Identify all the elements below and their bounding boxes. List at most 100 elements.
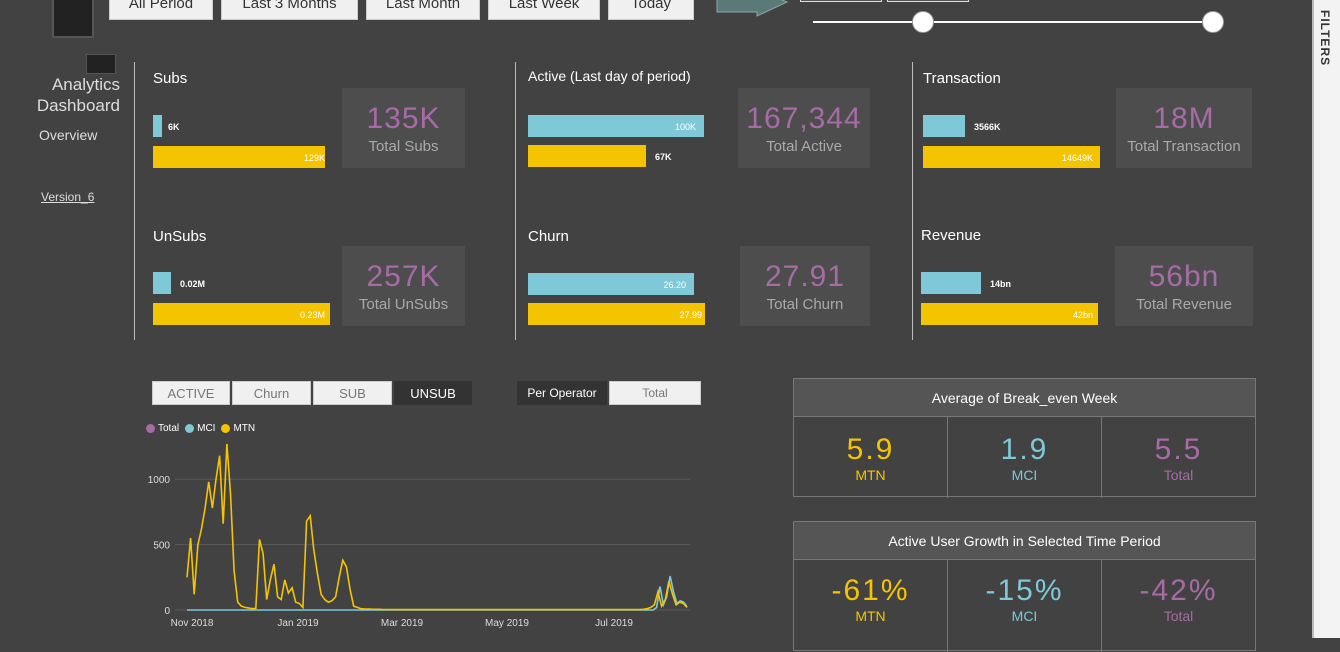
growth-total: -42% Total: [1102, 560, 1255, 652]
y-tick-label: 500: [153, 541, 170, 552]
revenue-mtn-bar: [921, 303, 1098, 325]
toggle-per-operator[interactable]: Per Operator: [517, 381, 607, 405]
transaction-mci-label: 3566K: [974, 122, 1001, 132]
nav-overview[interactable]: Overview: [39, 127, 98, 143]
break-even-mci-label: MCI: [1011, 466, 1038, 483]
date-end-box[interactable]: [887, 0, 969, 2]
active-mci-label: 100K: [674, 122, 696, 132]
churn-mtn-bar: [528, 303, 705, 325]
break-even-total-label: Total: [1163, 466, 1194, 483]
break-even-mtn-label: MTN: [855, 466, 886, 483]
total-revenue-value: 56bn: [1148, 259, 1220, 293]
total-revenue-caption: Total Revenue: [1136, 295, 1232, 313]
legend-total-dot: [146, 424, 155, 433]
active-mtn-bar: [528, 145, 646, 167]
growth-mtn-value: -61%: [831, 574, 910, 607]
transaction-mtn-bar: [923, 146, 1100, 168]
total-unsubs-value: 257K: [366, 259, 441, 293]
break-even-mtn: 5.9 MTN: [794, 417, 948, 498]
subs-mci-bar: [153, 115, 162, 137]
legend-mci: MCI: [197, 423, 216, 434]
dashboard-title: Analytics Dashboard: [20, 52, 120, 116]
total-subs-value: 135K: [366, 101, 441, 135]
revenue-mtn-label: 42bn: [1072, 310, 1093, 320]
growth-total-value: -42%: [1139, 574, 1218, 607]
growth-panel: Active User Growth in Selected Time Peri…: [793, 521, 1256, 652]
churn-mci-label: 26.20: [663, 280, 686, 290]
chart-legend: Total MCI MTN: [146, 423, 255, 434]
subs-mtn-bar: [153, 146, 325, 168]
break-even-mtn-value: 5.9: [846, 432, 895, 466]
divider: [515, 62, 516, 340]
x-tick-label: Nov 2018: [171, 618, 214, 629]
toggle-total[interactable]: Total: [609, 381, 701, 405]
legend-mtn-dot: [221, 424, 231, 433]
nav-version[interactable]: Version_6: [41, 190, 95, 204]
toggle-active[interactable]: ACTIVE: [152, 381, 230, 405]
period-last-week-button[interactable]: Last Week: [488, 0, 600, 20]
divider: [134, 62, 135, 340]
y-tick-label: 1000: [148, 475, 171, 486]
unsubs-mtn-bar: [153, 303, 330, 325]
toggle-unsub[interactable]: UNSUB: [394, 381, 472, 405]
filters-pane[interactable]: FILTERS: [1312, 0, 1340, 638]
period-today-button[interactable]: Today: [608, 0, 694, 20]
filters-label: FILTERS: [1318, 10, 1332, 67]
total-active-card: 167,344 Total Active: [738, 88, 870, 168]
growth-mtn-label: MTN: [855, 608, 886, 624]
toggle-sub[interactable]: SUB: [313, 381, 392, 405]
total-transaction-card: 18M Total Transaction: [1116, 88, 1252, 168]
total-transaction-value: 18M: [1153, 101, 1215, 135]
active-mtn-label: 67K: [655, 152, 672, 162]
kpi-unsubs-title: UnSubs: [153, 228, 207, 245]
total-revenue-card: 56bn Total Revenue: [1115, 246, 1253, 326]
kpi-revenue-title: Revenue: [921, 227, 982, 244]
break-even-total-value: 5.5: [1154, 432, 1203, 466]
kpi-active-title: Active (Last day of period): [528, 68, 691, 84]
kpi-churn-title: Churn: [528, 228, 569, 245]
logo: [52, 0, 94, 38]
x-tick-label: May 2019: [485, 618, 529, 629]
active-mci-bar: [528, 115, 704, 137]
title-line1: Analytics: [51, 74, 120, 94]
total-churn-caption: Total Churn: [766, 295, 844, 313]
break-even-mci: 1.9 MCI: [948, 417, 1102, 498]
period-3-months-button[interactable]: Last 3 Months: [221, 0, 358, 20]
period-all-button[interactable]: All Period: [109, 0, 213, 20]
growth-mci-value: -15%: [985, 574, 1064, 607]
series-line-mci: [187, 575, 688, 611]
dashboard-icon: [86, 53, 116, 74]
legend-total: Total: [158, 423, 180, 434]
slider-end-handle[interactable]: [1202, 11, 1224, 33]
churn-mci-bar: [528, 273, 694, 295]
divider: [912, 62, 913, 340]
break-even-panel: Average of Break_even Week 5.9 MTN 1.9 MCI…: [793, 378, 1256, 498]
date-start-box[interactable]: [800, 0, 882, 2]
line-chart: 0 500 1000 Nov 2018 Jan 2019 Mar 2019 May 2019…: [148, 443, 690, 629]
revenue-mci-bar: [921, 272, 981, 294]
subs-mci-label: 6K: [168, 122, 180, 132]
transaction-mci-bar: [923, 115, 965, 137]
transaction-mtn-label: 14649K: [1061, 153, 1093, 163]
break-even-mci-value: 1.9: [1000, 432, 1049, 466]
total-churn-value: 27.91: [764, 259, 846, 293]
subs-mtn-label: 129K: [303, 153, 325, 163]
slider-start-handle[interactable]: [912, 11, 934, 33]
legend-mtn: MTN: [233, 423, 256, 434]
unsubs-mtn-label: 0.23M: [299, 310, 325, 320]
revenue-mci-label: 14bn: [990, 279, 1012, 289]
x-tick-label: Jul 2019: [595, 618, 633, 629]
total-unsubs-card: 257K Total UnSubs: [342, 246, 465, 326]
kpi-subs-title: Subs: [153, 70, 188, 87]
total-subs-caption: Total Subs: [368, 137, 439, 155]
total-subs-card: 135K Total Subs: [342, 88, 465, 168]
growth-title: Active User Growth in Selected Time Peri…: [794, 522, 1255, 560]
total-churn-card: 27.91 Total Churn: [740, 246, 870, 326]
break-even-title: Average of Break_even Week: [794, 379, 1255, 417]
period-last-month-button[interactable]: Last Month: [366, 0, 480, 20]
date-range-slider[interactable]: [813, 21, 1213, 23]
break-even-total: 5.5 Total: [1102, 417, 1255, 498]
growth-mci: -15% MCI: [948, 560, 1102, 652]
toggle-churn[interactable]: Churn: [232, 381, 311, 405]
x-tick-label: Jan 2019: [277, 618, 319, 629]
